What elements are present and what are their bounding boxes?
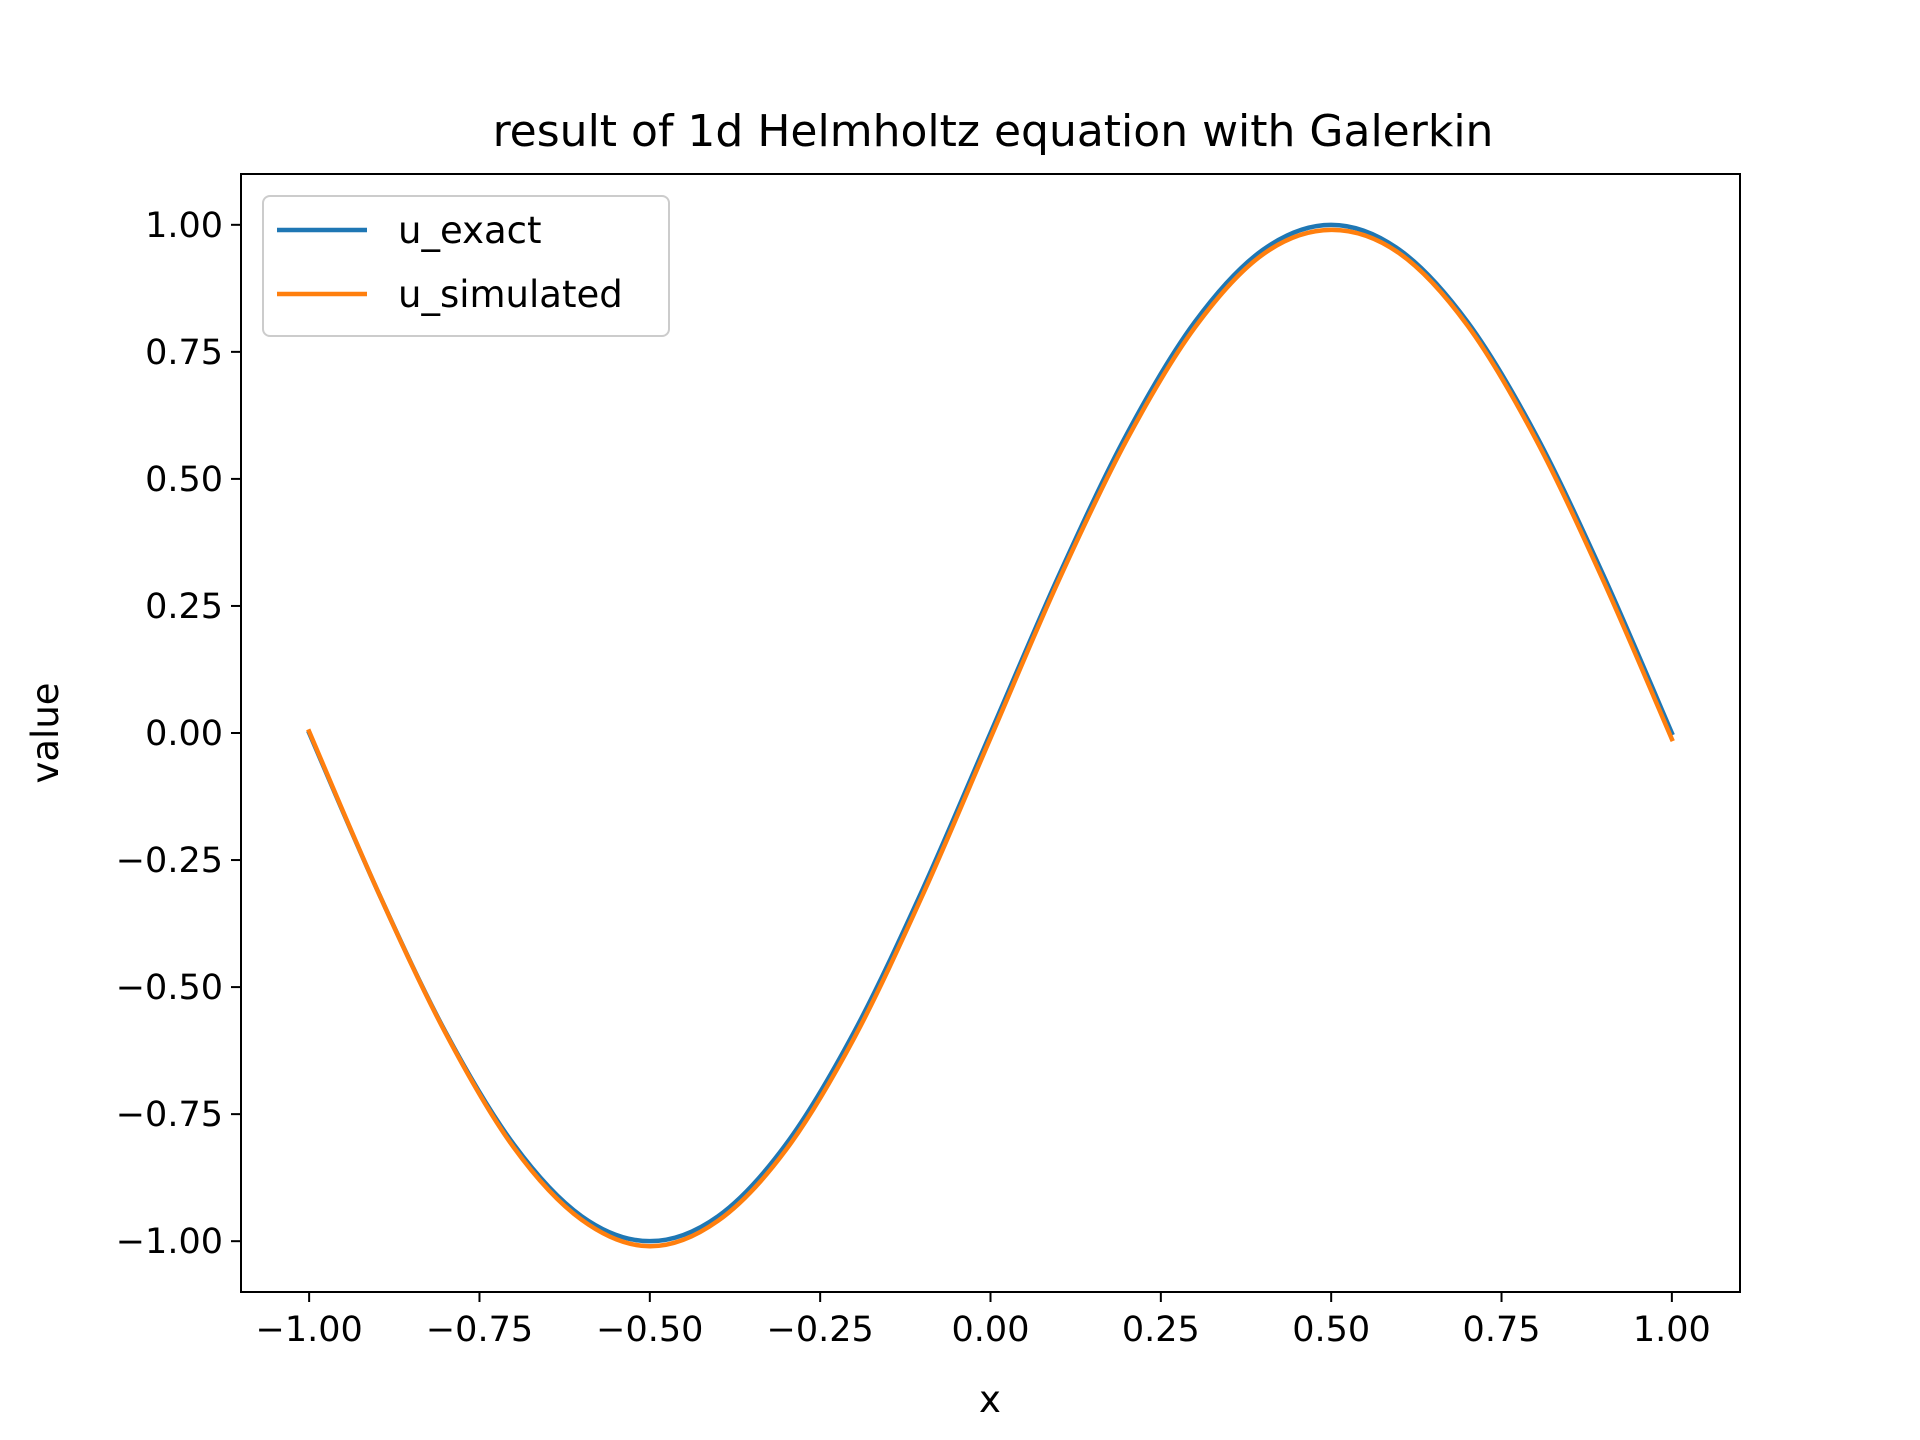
x-axis-label: x	[979, 1378, 1001, 1421]
x-tick-label: 0.00	[952, 1310, 1030, 1350]
series-line-u-simulated	[306, 227, 1675, 1249]
x-tick-label: −0.75	[426, 1310, 533, 1350]
x-axis-ticks: −1.00 −0.75 −0.50 −0.25 0.00 0.25 0.50 0.75 1.00	[256, 1292, 1711, 1350]
chart-title: result of 1d Helmholtz equation with Gal…	[493, 106, 1494, 157]
x-tick-label: 0.75	[1463, 1310, 1541, 1350]
x-tick-label: −1.00	[256, 1310, 363, 1350]
y-tick-label: 0.00	[145, 714, 223, 754]
y-tick-label: −0.50	[116, 968, 223, 1008]
x-tick-label: 0.25	[1122, 1310, 1200, 1350]
legend: u_exact u_simulated	[262, 195, 670, 337]
y-tick-label: 0.50	[145, 460, 223, 500]
legend-label-u-exact: u_exact	[398, 209, 541, 252]
x-tick-label: −0.25	[767, 1310, 874, 1350]
y-tick-label: 0.25	[145, 587, 223, 627]
y-tick-label: −1.00	[116, 1222, 223, 1262]
y-tick-label: 1.00	[145, 206, 223, 246]
y-tick-label: −0.25	[116, 841, 223, 881]
x-tick-label: 1.00	[1633, 1310, 1711, 1350]
x-tick-label: −0.50	[596, 1310, 703, 1350]
x-tick-label: 0.50	[1292, 1310, 1370, 1350]
y-tick-label: −0.75	[116, 1095, 223, 1135]
y-tick-label: 0.75	[145, 333, 223, 373]
y-axis-ticks: 1.00 0.75 0.50 0.25 0.00 −0.25 −0.50 −0.75 −1.00	[116, 206, 241, 1262]
series-layer	[306, 222, 1675, 1249]
legend-label-u-simulated: u_simulated	[398, 273, 623, 316]
y-axis-label: value	[24, 682, 67, 783]
